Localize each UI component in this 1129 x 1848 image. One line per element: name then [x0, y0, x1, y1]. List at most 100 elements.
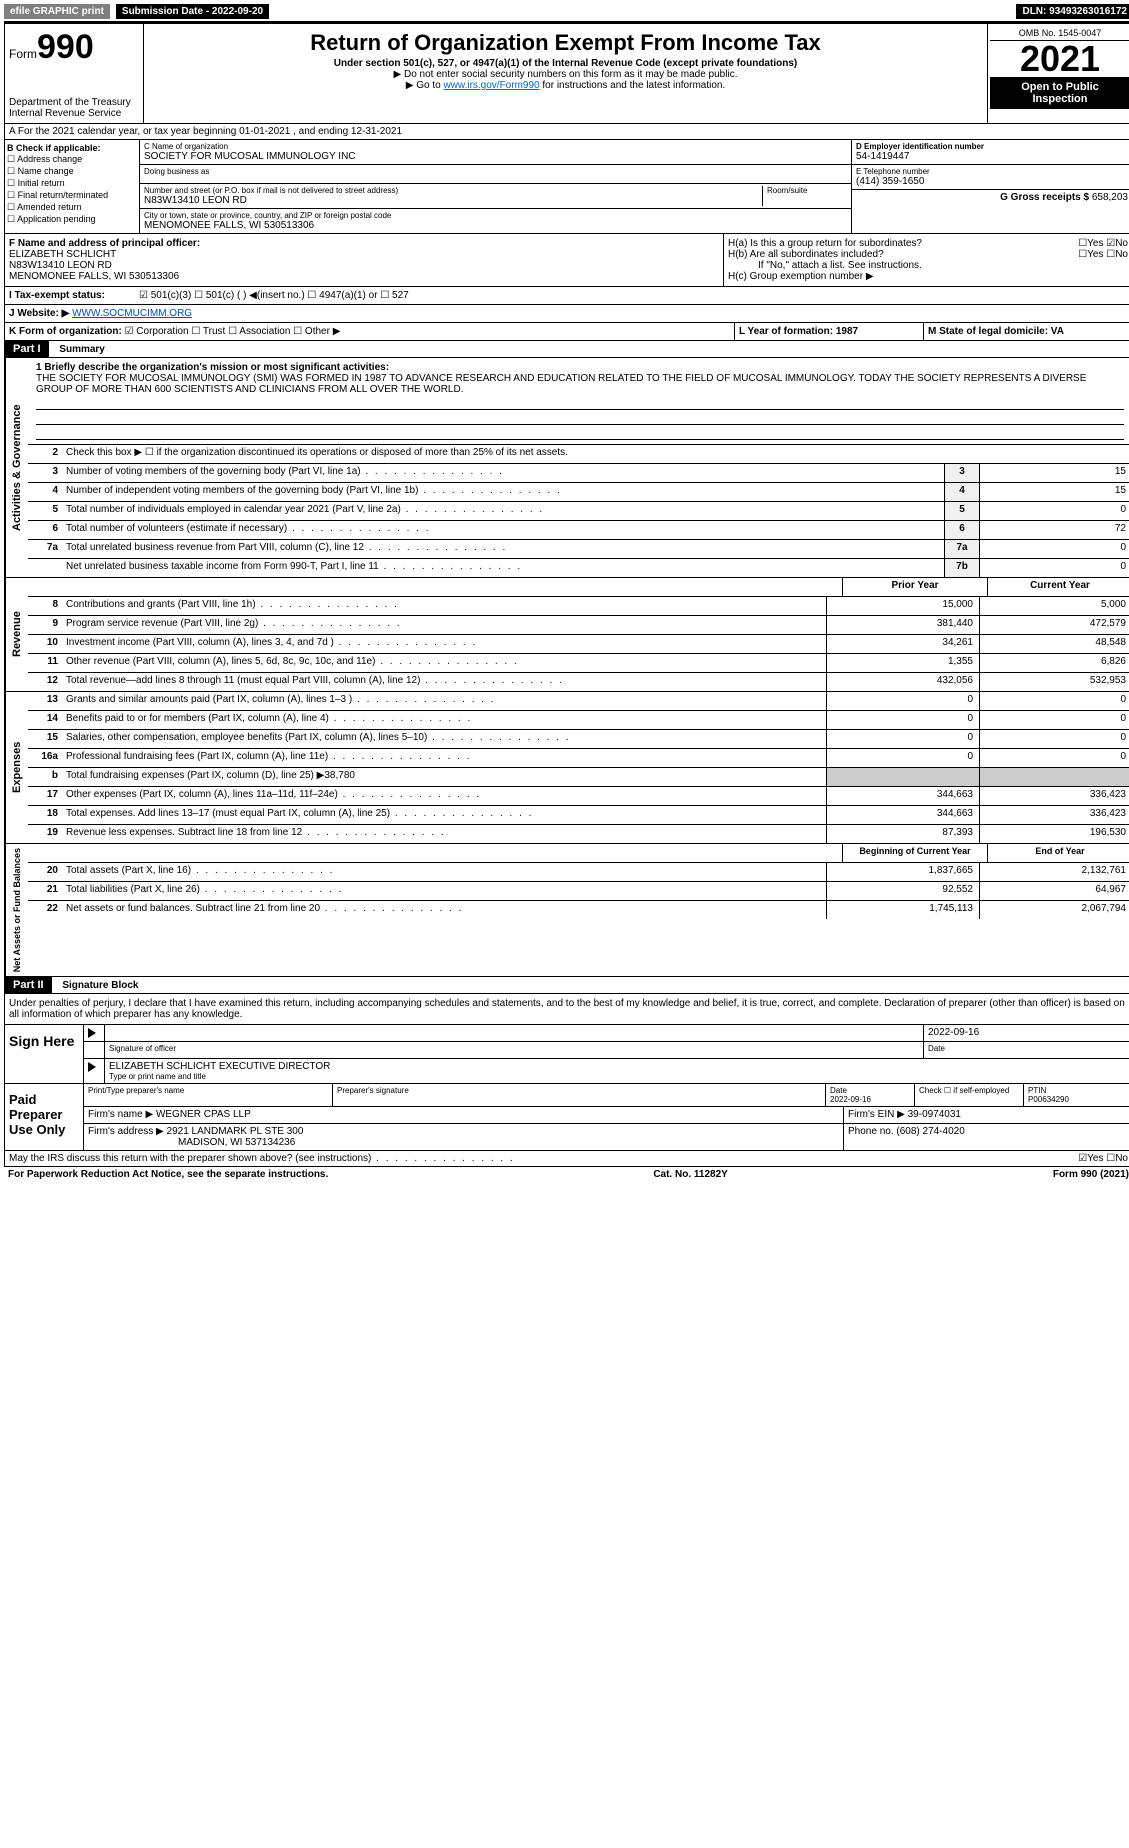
- summary-row: Net unrelated business taxable income fr…: [28, 559, 1129, 577]
- prior-year-header: Prior Year: [842, 578, 987, 596]
- firm-ein: 39-0974031: [908, 1109, 961, 1120]
- gross-receipts: 658,203: [1092, 192, 1128, 203]
- revenue-block: Revenue Prior Year Current Year 8 Contri…: [4, 578, 1129, 692]
- tax-year: 2021: [990, 41, 1129, 77]
- room-label: Room/suite: [767, 186, 847, 195]
- summary-row: 11 Other revenue (Part VIII, column (A),…: [28, 654, 1129, 673]
- section-i: I Tax-exempt status: ☑ 501(c)(3) ☐ 501(c…: [4, 287, 1129, 305]
- summary-row: 5 Total number of individuals employed i…: [28, 502, 1129, 521]
- prior-value: 381,440: [826, 616, 979, 634]
- prior-value: 1,355: [826, 654, 979, 672]
- governance-vlabel: Activities & Governance: [5, 358, 28, 577]
- irs-link[interactable]: www.irs.gov/Form990: [443, 80, 539, 91]
- line-num: 19: [28, 825, 62, 843]
- note-1: ▶ Do not enter social security numbers o…: [148, 69, 983, 80]
- line-value: 15: [979, 464, 1129, 482]
- summary-row: b Total fundraising expenses (Part IX, c…: [28, 768, 1129, 787]
- line-text: Grants and similar amounts paid (Part IX…: [62, 692, 826, 710]
- paid-preparer-block: Paid Preparer Use Only Print/Type prepar…: [4, 1084, 1129, 1151]
- officer-name-title: ELIZABETH SCHLICHT EXECUTIVE DIRECTOR: [109, 1061, 1128, 1072]
- current-value: 532,953: [979, 673, 1129, 691]
- summary-row: 9 Program service revenue (Part VIII, li…: [28, 616, 1129, 635]
- line2-text: Check this box ▶ ☐ if the organization d…: [62, 445, 1129, 463]
- prior-value: 0: [826, 749, 979, 767]
- arrow-icon: [88, 1062, 96, 1072]
- c-name-label: C Name of organization: [144, 142, 847, 151]
- form-number: 990: [37, 28, 94, 66]
- line-text: Total assets (Part X, line 16): [62, 863, 826, 881]
- firm-phone: (608) 274-4020: [896, 1126, 964, 1137]
- section-b: B Check if applicable: ☐ Address change …: [5, 140, 140, 233]
- line-num: 16a: [28, 749, 62, 767]
- discuss-answer: ☑Yes ☐No: [1078, 1153, 1128, 1164]
- e-label: E Telephone number: [856, 167, 1128, 176]
- b-item: ☐ Initial return: [7, 178, 137, 189]
- line-text: Total liabilities (Part X, line 26): [62, 882, 826, 900]
- line-num: [28, 559, 62, 577]
- sign-date: 2022-09-16: [924, 1025, 1129, 1041]
- prior-value: 92,552: [826, 882, 979, 900]
- j-label: J Website: ▶: [9, 308, 69, 319]
- dba-label: Doing business as: [144, 167, 847, 176]
- line-num: 18: [28, 806, 62, 824]
- l-year: L Year of formation: 1987: [739, 326, 858, 337]
- website-link[interactable]: WWW.SOCMUCIMM.ORG: [72, 308, 192, 319]
- line-text: Benefits paid to or for members (Part IX…: [62, 711, 826, 729]
- prior-value: 344,663: [826, 806, 979, 824]
- officer-street: N83W13410 LEON RD: [9, 260, 719, 271]
- f-label: F Name and address of principal officer:: [9, 238, 719, 249]
- form-title: Return of Organization Exempt From Incom…: [148, 30, 983, 56]
- signature-label: Signature of officer: [105, 1042, 924, 1058]
- section-a: A For the 2021 calendar year, or tax yea…: [4, 124, 1129, 140]
- expense-vlabel: Expenses: [5, 692, 28, 843]
- line-num: 8: [28, 597, 62, 615]
- line-text: Contributions and grants (Part VIII, lin…: [62, 597, 826, 615]
- firm-name: WEGNER CPAS LLP: [156, 1109, 251, 1120]
- line-num: 7a: [28, 540, 62, 558]
- dln: DLN: 93493263016172: [1016, 4, 1129, 19]
- phone: (414) 359-1650: [856, 176, 1128, 187]
- ein: 54-1419447: [856, 151, 1128, 162]
- summary-row: 12 Total revenue—add lines 8 through 11 …: [28, 673, 1129, 691]
- section-f: F Name and address of principal officer:…: [5, 234, 723, 286]
- org-city: MENOMONEE FALLS, WI 530513306: [144, 220, 847, 231]
- current-value: 196,530: [979, 825, 1129, 843]
- current-value: 0: [979, 692, 1129, 710]
- part2-header-row: Part II Signature Block: [4, 977, 1129, 994]
- summary-row: 14 Benefits paid to or for members (Part…: [28, 711, 1129, 730]
- b-item: ☐ Address change: [7, 154, 137, 165]
- line-value: 0: [979, 559, 1129, 577]
- block-fh: F Name and address of principal officer:…: [4, 234, 1129, 287]
- line-num: 14: [28, 711, 62, 729]
- line-num: 21: [28, 882, 62, 900]
- current-value: 336,423: [979, 787, 1129, 805]
- form-header: Form990 Department of the Treasury Inter…: [4, 23, 1129, 124]
- prior-value: 0: [826, 730, 979, 748]
- summary-row: 17 Other expenses (Part IX, column (A), …: [28, 787, 1129, 806]
- part1-title: Summary: [51, 344, 105, 355]
- line-num: 17: [28, 787, 62, 805]
- netassets-vlabel: Net Assets or Fund Balances: [5, 844, 28, 976]
- open-inspection: Open to Public Inspection: [990, 77, 1129, 109]
- note-2-suffix: for instructions and the latest informat…: [540, 80, 726, 91]
- footer-left: For Paperwork Reduction Act Notice, see …: [8, 1169, 328, 1180]
- block-bcd: B Check if applicable: ☐ Address change …: [4, 140, 1129, 234]
- dept-label: Department of the Treasury: [9, 97, 139, 108]
- footer: For Paperwork Reduction Act Notice, see …: [4, 1167, 1129, 1182]
- line-text: Professional fundraising fees (Part IX, …: [62, 749, 826, 767]
- line-text: Other revenue (Part VIII, column (A), li…: [62, 654, 826, 672]
- line-text: Total unrelated business revenue from Pa…: [62, 540, 944, 558]
- b-item: ☐ Final return/terminated: [7, 190, 137, 201]
- submission-date: Submission Date - 2022-09-20: [116, 4, 269, 19]
- section-klm: K Form of organization: ☑ Corporation ☐ …: [4, 323, 1129, 341]
- org-name: SOCIETY FOR MUCOSAL IMMUNOLOGY INC: [144, 151, 847, 162]
- hb-note: If "No," attach a list. See instructions…: [728, 260, 1128, 271]
- firm-phone-label: Phone no.: [848, 1126, 894, 1137]
- line-num: b: [28, 768, 62, 786]
- topbar: efile GRAPHIC print Submission Date - 20…: [4, 4, 1129, 23]
- form-prefix: Form: [9, 47, 37, 61]
- ptin-label: PTIN: [1028, 1086, 1128, 1095]
- efile-label: efile GRAPHIC print: [4, 4, 110, 19]
- beginning-header: Beginning of Current Year: [842, 844, 987, 862]
- current-value: 336,423: [979, 806, 1129, 824]
